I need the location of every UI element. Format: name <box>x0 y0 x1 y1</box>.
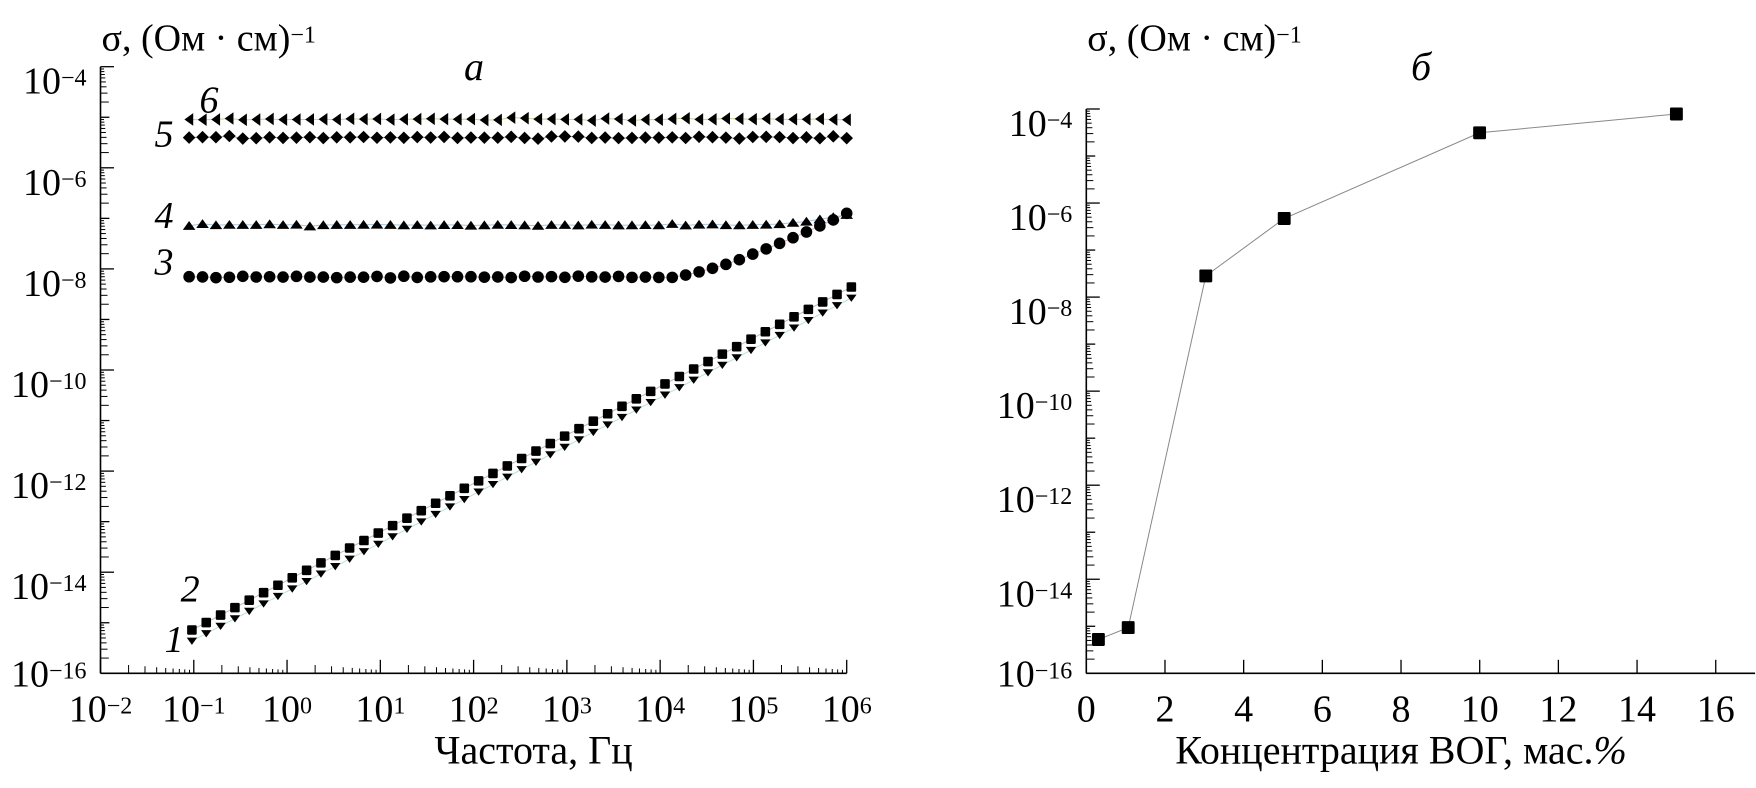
svg-text:8: 8 <box>1392 688 1411 730</box>
svg-text:4: 4 <box>1234 688 1253 730</box>
svg-text:10: 10 <box>1461 688 1499 730</box>
svg-text:6: 6 <box>1313 688 1332 730</box>
svg-text:σ, (Ом · см)−1: σ, (Ом · см)−1 <box>1087 18 1301 60</box>
svg-text:2: 2 <box>1155 688 1174 730</box>
svg-text:Частота, Гц: Частота, Гц <box>435 727 633 772</box>
svg-text:5: 5 <box>155 113 174 155</box>
svg-text:12: 12 <box>1539 688 1577 730</box>
svg-text:3: 3 <box>154 242 174 284</box>
svg-text:a: a <box>464 44 484 89</box>
svg-text:Концентрация ВОГ, мас.%: Концентрация ВОГ, мас.% <box>1175 727 1627 772</box>
svg-text:6: 6 <box>200 79 219 121</box>
svg-text:б: б <box>1411 44 1433 89</box>
svg-text:14: 14 <box>1618 688 1656 730</box>
svg-text:2: 2 <box>181 569 200 611</box>
svg-text:4: 4 <box>155 195 174 237</box>
svg-text:σ, (Ом · см)−1: σ, (Ом · см)−1 <box>102 18 316 60</box>
svg-text:0: 0 <box>1077 688 1096 730</box>
svg-text:16: 16 <box>1697 688 1735 730</box>
svg-text:1: 1 <box>165 619 184 661</box>
